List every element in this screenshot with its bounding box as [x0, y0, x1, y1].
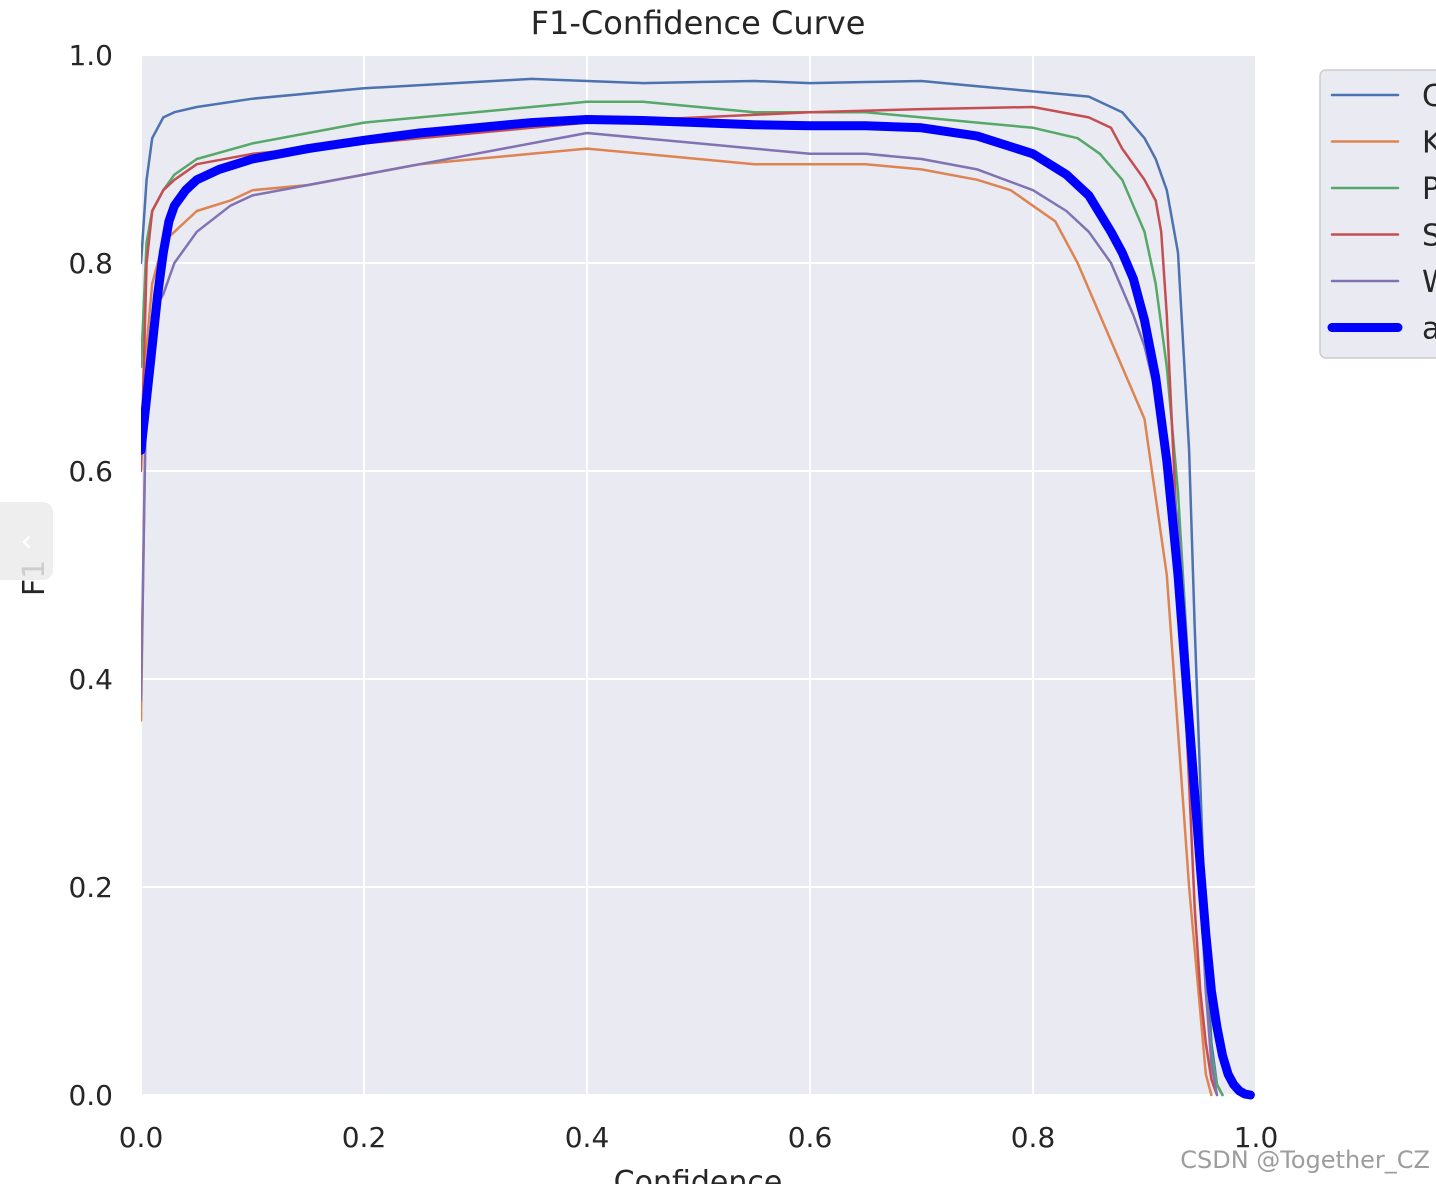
y-tick-label: 0.0 [68, 1079, 113, 1112]
y-tick-labels: 0.0 0.2 0.4 0.6 0.8 1.0 [68, 39, 113, 1112]
legend-label: K [1422, 126, 1436, 161]
y-tick-label: 1.0 [68, 39, 113, 72]
chevron-left-icon: ‹ [20, 523, 33, 559]
x-tick-label: 0.8 [1011, 1121, 1056, 1154]
grid-lines [140, 54, 1257, 1096]
collapse-sidebar-button[interactable]: ‹ [0, 502, 53, 580]
series-line-K [141, 147, 1213, 1097]
watermark: CSDN @Together_CZ [1180, 1146, 1430, 1174]
x-tick-label: 0.6 [788, 1121, 833, 1154]
legend-label: W [1422, 265, 1436, 300]
series-layer [141, 77, 1255, 1100]
x-tick-labels: 0.0 0.2 0.4 0.6 0.8 1.0 [119, 1121, 1279, 1154]
y-tick-label: 0.8 [68, 247, 113, 280]
y-tick-label: 0.4 [68, 663, 113, 696]
x-tick-label: 0.2 [342, 1121, 387, 1154]
legend: CKPSWa [1319, 69, 1436, 359]
y-tick-label: 0.2 [68, 871, 113, 904]
x-tick-label: 0.0 [119, 1121, 164, 1154]
legend-items: CKPSWa [1327, 79, 1436, 347]
legend-box [1319, 69, 1436, 359]
y-tick-label: 0.6 [68, 455, 113, 488]
legend-label: P [1422, 172, 1436, 207]
legend-label: S [1422, 219, 1436, 254]
legend-label: C [1422, 79, 1436, 114]
chart-title: F1-Confidence Curve [531, 4, 866, 42]
plot-area [141, 55, 1256, 1095]
series-line-a [141, 115, 1255, 1100]
x-tick-label: 1.0 [1234, 1121, 1279, 1154]
series-line-S [141, 105, 1219, 1097]
series-line-C [141, 77, 1224, 1097]
x-tick-label: 0.4 [565, 1121, 610, 1154]
x-axis-label: Confidence [614, 1165, 783, 1184]
legend-label: a [1422, 312, 1436, 347]
